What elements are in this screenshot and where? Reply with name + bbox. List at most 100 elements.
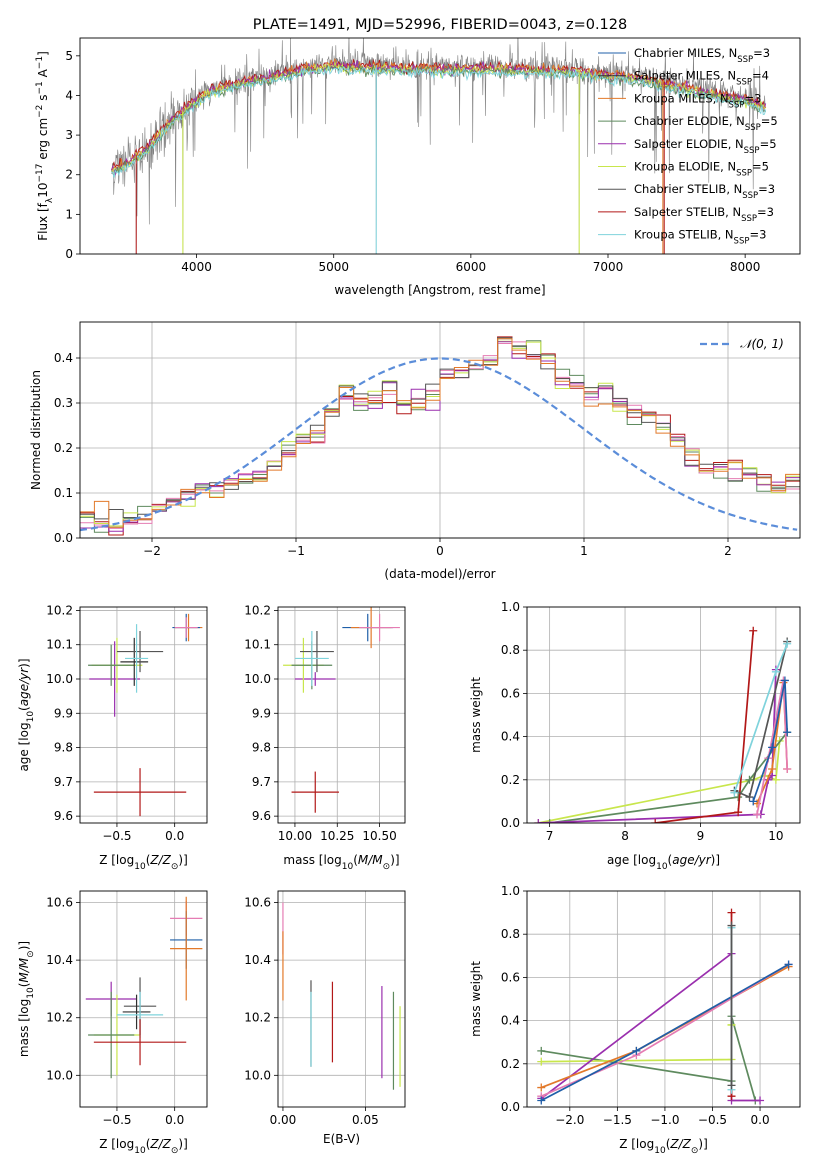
x-tick-label: −2 — [143, 544, 161, 558]
model-spectrum — [111, 65, 767, 178]
plot-area — [534, 626, 792, 823]
label-part: ⊙ — [171, 1146, 179, 1156]
data-marker — [537, 1046, 546, 1055]
label-part: 10 — [36, 183, 50, 198]
legend-sub: SSP — [736, 78, 752, 88]
data-marker — [780, 676, 789, 685]
axes-frame — [526, 606, 801, 824]
x-tick-label: 10.00 — [278, 829, 312, 843]
legend-entry: Kroupa MILES, NSSP=3 — [634, 91, 761, 110]
data-marker — [749, 797, 758, 806]
label-part: mass [log — [283, 853, 341, 867]
x-tick-label: 0.0 — [165, 1113, 184, 1127]
legend-entry: Chabrier MILES, NSSP=3 — [634, 46, 770, 65]
mass-weight-series — [756, 680, 789, 815]
y-tick-label: 9.7 — [54, 775, 73, 789]
label-part: 10 — [26, 711, 36, 723]
error-point — [291, 771, 339, 813]
x-axis-label: wavelength [Angstrom, rest frame] — [334, 283, 545, 297]
y-tick-label: 0.4 — [501, 730, 520, 744]
legend-eq: =5 — [760, 137, 777, 151]
x-tick-label: −1.0 — [650, 1113, 679, 1127]
label-part: M/M — [358, 853, 383, 867]
legend-name: Chabrier MILES, N — [634, 46, 737, 60]
y-tick-label: 1 — [65, 207, 73, 221]
label-part: s — [36, 95, 50, 105]
data-marker — [749, 626, 758, 635]
error-point — [120, 637, 149, 686]
legend-sub: SSP — [729, 100, 745, 110]
legend-name: Kroupa STELIB, N — [634, 228, 734, 242]
legend-name: Salpeter ELODIE, N — [634, 137, 744, 151]
x-axis-label: Z [log10(Z/Z⊙)] — [99, 1137, 188, 1156]
label-part: )] — [711, 853, 720, 867]
y-tick-label: 2 — [65, 168, 73, 182]
label-part: 10 — [134, 1146, 146, 1156]
y-tick-label: 10.6 — [46, 896, 73, 910]
axes-age-vs-Z: −0.5 0.09.69.79.89.910.010.110.2Z [log10(… — [17, 603, 208, 872]
legend-sub: SSP — [741, 214, 757, 224]
label-part: erg cm — [36, 118, 50, 164]
legend-sub: SSP — [737, 55, 753, 65]
axes-frame — [277, 606, 406, 824]
y-tick-label: 1.0 — [501, 600, 520, 614]
x-tick-label: −0.5 — [698, 1113, 727, 1127]
data-marker — [771, 775, 780, 784]
label-part: mass [log — [17, 999, 31, 1057]
y-tick-label: 10.0 — [244, 672, 271, 686]
data-marker — [771, 667, 780, 676]
y-tick-label: 10.1 — [46, 638, 73, 652]
y-tick-label: 1.0 — [501, 884, 520, 898]
label-part: )] — [17, 658, 31, 667]
label-part: )] — [178, 853, 187, 867]
y-tick-label: 0.3 — [54, 396, 73, 410]
legend-entry: 𝒩(0, 1) — [740, 337, 784, 351]
x-tick-label: 10.50 — [362, 829, 396, 843]
plot-area — [537, 908, 793, 1105]
label-part: 10 — [26, 987, 36, 999]
histogram-series — [80, 338, 800, 528]
legend-entry: Salpeter MILES, NSSP=4 — [634, 69, 769, 88]
x-tick-label: 5000 — [318, 260, 349, 274]
error-point — [122, 994, 151, 1030]
error-point — [88, 644, 135, 686]
label-part: Z/Z — [149, 853, 171, 867]
mass-weight-series — [549, 731, 788, 823]
data-marker — [768, 765, 777, 773]
y-tick-label: 3 — [65, 128, 73, 142]
axes-age-vs-mass: 10.00 10.25 10.50 9.6 9.7 9.8 9.9 10.0 10.1 10.2 m… — [244, 603, 406, 872]
axes-mass-vs-Z: −0.5 0.010.010.210.410.6Z [log10(Z/Z⊙)]ma… — [17, 890, 208, 1156]
label-part: 10 — [654, 1146, 666, 1156]
y-tick-label: 10.0 — [46, 672, 73, 686]
label-part: ( — [666, 1137, 671, 1151]
data-marker — [734, 793, 743, 802]
error-point — [170, 896, 203, 1001]
legend-eq: =3 — [753, 46, 770, 60]
label-part: 10 — [134, 862, 146, 872]
data-marker — [632, 1046, 641, 1055]
y-tick-label: 0.8 — [501, 927, 520, 941]
label-part: Z [log — [619, 1137, 654, 1151]
y-tick-label: 0.4 — [54, 351, 73, 365]
data-marker — [783, 765, 792, 773]
y-tick-label: 10.1 — [244, 638, 271, 652]
legend-name: Chabrier STELIB, N — [634, 182, 742, 196]
x-tick-label: −2.0 — [555, 1113, 584, 1127]
label-part: )] — [698, 1137, 707, 1151]
legend-name: Salpeter MILES, N — [634, 69, 736, 83]
data-marker — [727, 908, 736, 917]
x-tick-label: 0.00 — [270, 1113, 297, 1127]
label-part: λ — [45, 197, 55, 203]
x-tick-label: 8 — [621, 829, 629, 843]
error-point — [116, 631, 164, 673]
y-tick-label: 0 — [65, 247, 73, 261]
y-tick-label: 0.6 — [501, 970, 520, 984]
data-marker — [768, 743, 777, 752]
axes-frame — [79, 606, 208, 824]
data-marker — [545, 819, 554, 823]
y-axis-label: mass weight — [469, 961, 483, 1037]
y-tick-label: 10.4 — [46, 953, 73, 967]
data-marker — [753, 810, 762, 819]
label-part: −17 — [35, 164, 45, 183]
y-tick-label: 0.2 — [54, 441, 73, 455]
